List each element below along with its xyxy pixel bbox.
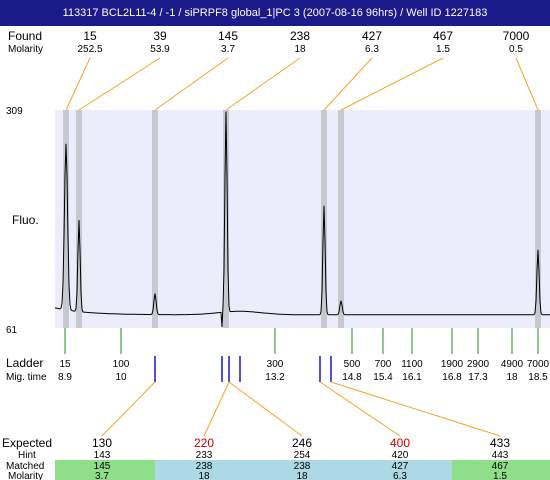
matched-value: 467 — [492, 461, 509, 472]
ladder-size-label: 500 — [344, 359, 361, 370]
found-molarity-label: 18 — [294, 44, 306, 55]
fluo-label: Fluo. — [12, 213, 39, 227]
plot-area — [55, 110, 550, 328]
found-size-label: 145 — [218, 29, 238, 43]
matched-molarity-value: 3.7 — [95, 471, 109, 480]
ladder-size-label: 300 — [267, 359, 284, 370]
ladder-time-label: 16.8 — [442, 372, 462, 383]
found-molarity-label: 0.5 — [509, 44, 523, 55]
ladder-time-label: 15.4 — [373, 372, 393, 383]
expected-callout-line — [319, 381, 401, 437]
fluorescence-trace — [54, 111, 550, 328]
y-tick-max: 309 — [6, 106, 23, 117]
expected-callout-line — [228, 381, 303, 437]
found-molarity-label: 53.9 — [150, 44, 170, 55]
match-band — [55, 460, 155, 480]
found-molarity-label: 252.5 — [77, 44, 102, 55]
ladder-label: Ladder — [6, 356, 43, 370]
found-molarity-label: 1.5 — [436, 44, 450, 55]
expected-value: 400 — [390, 436, 410, 450]
hint-label: Hint — [18, 450, 36, 461]
hint-value: 143 — [94, 450, 111, 461]
matched-label: Matched — [6, 461, 44, 472]
peak-band — [152, 110, 158, 328]
found-size-label: 238 — [290, 29, 310, 43]
peak-band — [338, 110, 344, 328]
found-size-label: 427 — [362, 29, 382, 43]
found-callout-line — [65, 57, 91, 111]
molarity-label: Molarity — [8, 44, 43, 55]
ladder-time-label: 13.2 — [265, 372, 285, 383]
found-size-label: 467 — [433, 29, 453, 43]
peak-band — [535, 110, 541, 328]
found-callout-line — [78, 57, 161, 111]
ladder-size-label: 7000 — [527, 359, 550, 370]
match-band — [452, 460, 550, 480]
molarity-bottom-label: Molarity — [8, 471, 43, 480]
hint-value: 443 — [492, 450, 509, 461]
found-callout-line — [323, 57, 373, 111]
ladder-time-label: 16.1 — [402, 372, 422, 383]
expected-callout-line — [330, 381, 501, 437]
matched-molarity-value: 18 — [198, 471, 210, 480]
found-molarity-label: 3.7 — [221, 44, 235, 55]
found-molarity-label: 6.3 — [365, 44, 379, 55]
peak-band — [223, 110, 229, 328]
matched-molarity-value: 1.5 — [493, 471, 507, 480]
found-size-label: 7000 — [503, 29, 530, 43]
matched-molarity-value: 6.3 — [393, 471, 407, 480]
ladder-size-label: 100 — [113, 359, 130, 370]
ladder-time-label: 17.3 — [468, 372, 488, 383]
found-callout-line — [154, 57, 229, 111]
mig-time-label: Mig. time — [6, 372, 47, 383]
y-tick-min: 61 — [6, 325, 18, 336]
expected-value: 220 — [194, 436, 214, 450]
expected-value: 433 — [490, 436, 510, 450]
ladder-time-label: 14.8 — [342, 372, 362, 383]
ladder-time-label: 18 — [506, 372, 518, 383]
matched-value: 238 — [294, 461, 311, 472]
electropherogram-chart: Found Molarity Fluo. 309 61 Ladder Mig. … — [2, 29, 550, 480]
found-callout-line — [340, 57, 444, 111]
ladder-size-label: 2900 — [467, 359, 490, 370]
expected-value: 130 — [92, 436, 112, 450]
ladder-size-label: 4900 — [501, 359, 524, 370]
found-size-label: 39 — [153, 29, 167, 43]
found-size-label: 15 — [83, 29, 97, 43]
expected-value: 246 — [292, 436, 312, 450]
ladder-time-label: 8.9 — [58, 372, 72, 383]
hint-value: 420 — [392, 450, 409, 461]
match-band — [155, 460, 452, 480]
matched-value: 238 — [196, 461, 213, 472]
found-callout-line — [515, 57, 539, 111]
expected-callout-line — [203, 381, 230, 437]
matched-value: 145 — [94, 461, 111, 472]
expected-callout-line — [101, 381, 156, 437]
ladder-size-label: 15 — [59, 359, 71, 370]
matched-value: 427 — [392, 461, 409, 472]
ladder-size-label: 700 — [375, 359, 392, 370]
ladder-size-label: 1900 — [441, 359, 464, 370]
found-label: Found — [8, 29, 42, 43]
peak-band — [63, 110, 69, 328]
expected-label: Expected — [2, 436, 52, 450]
ladder-time-label: 18.5 — [528, 372, 548, 383]
ladder-time-label: 10 — [115, 372, 127, 383]
matched-molarity-value: 18 — [296, 471, 308, 480]
hint-value: 254 — [294, 450, 311, 461]
found-callout-line — [225, 57, 301, 111]
ladder-size-label: 1100 — [401, 359, 423, 370]
chart-title: 113317 BCL2L11-4 / -1 / siPRPF8 global_1… — [0, 0, 550, 26]
peak-band — [76, 110, 82, 328]
hint-value: 233 — [196, 450, 213, 461]
